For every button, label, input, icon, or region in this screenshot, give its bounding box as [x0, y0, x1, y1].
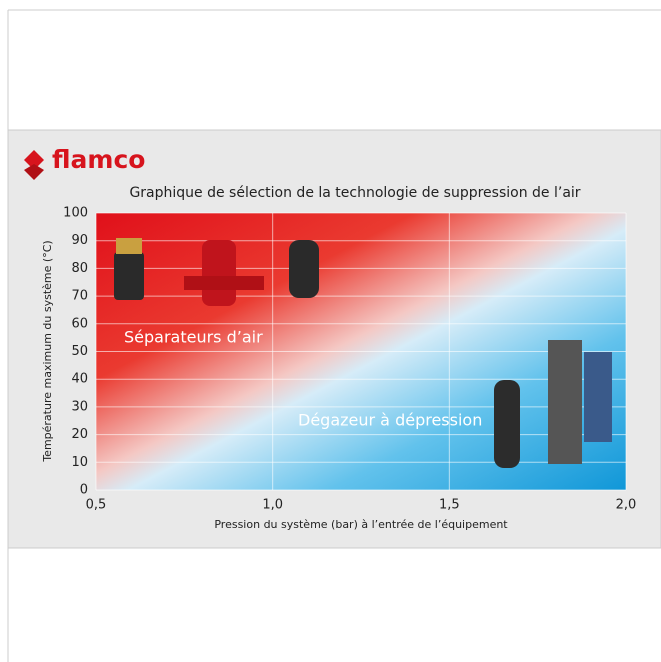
x-tick-label: 1,5 [439, 498, 460, 513]
product [584, 352, 612, 442]
brand: flamco [52, 145, 145, 174]
y-tick-label: 80 [71, 261, 88, 276]
grid [95, 212, 627, 491]
y-tick-label: 90 [71, 233, 88, 248]
region-label: Séparateurs d’air [124, 328, 263, 347]
x-tick-label: 1,0 [262, 498, 283, 513]
y-tick-label: 40 [71, 372, 88, 387]
y-tick-label: 60 [71, 316, 88, 331]
chart-title: Graphique de sélection de la technologie… [129, 185, 580, 201]
logo-icon [24, 150, 44, 180]
product [548, 340, 582, 464]
x-axis-label: Pression du système (bar) à l’entrée de … [214, 518, 508, 531]
logo-shape [24, 164, 44, 180]
annotations: Séparateurs d’air Dégazeur à dépression [124, 328, 482, 430]
product [116, 238, 142, 254]
y-tick-label: 50 [71, 344, 88, 359]
y-axis-label: Température maximum du système (°C) [41, 240, 54, 462]
y-tick-label: 0 [80, 483, 88, 498]
y-tick-label: 20 [71, 427, 88, 442]
product [114, 252, 144, 300]
products [114, 238, 612, 468]
y-tick-label: 100 [63, 206, 88, 221]
logo-shape [24, 150, 44, 170]
region-label: Dégazeur à dépression [298, 411, 482, 430]
product [184, 276, 264, 290]
y-tick-label: 30 [71, 399, 88, 414]
product [494, 380, 520, 468]
y-tick-label: 10 [71, 455, 88, 470]
x-tick-label: 2,0 [616, 498, 637, 513]
product [289, 240, 319, 298]
product [202, 240, 236, 306]
y-tick-label: 70 [71, 289, 88, 304]
x-tick-label: 0,5 [86, 498, 107, 513]
